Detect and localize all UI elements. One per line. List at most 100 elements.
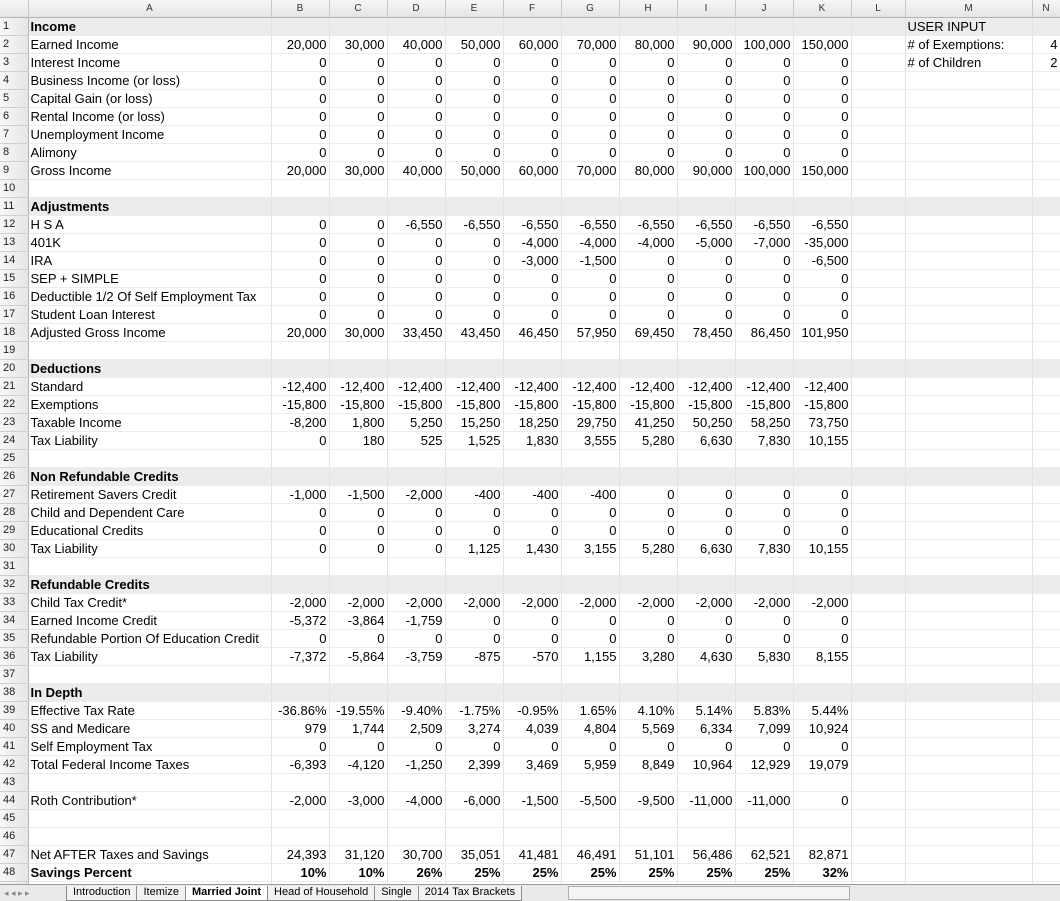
row-number[interactable]: 44 [0, 791, 29, 810]
row-number[interactable]: 21 [0, 377, 29, 396]
horizontal-scrollbar[interactable] [568, 886, 850, 900]
column-header[interactable]: J [735, 0, 794, 18]
column-header[interactable]: K [793, 0, 852, 18]
cell [793, 827, 852, 846]
sheet-tab[interactable]: Head of Household [267, 886, 376, 901]
row-number[interactable]: 36 [0, 647, 29, 666]
row-number[interactable]: 12 [0, 215, 29, 234]
sheet-row: 3 Interest Income 0 0 0 0 0 0 0 0 0 0 # of Children 2 [0, 53, 1060, 72]
column-header[interactable]: A [28, 0, 272, 18]
cell [1032, 593, 1060, 612]
row-number[interactable]: 23 [0, 413, 29, 432]
value-cell: 0 [619, 611, 678, 630]
row-number[interactable]: 2 [0, 35, 29, 54]
value-cell: -1,250 [387, 755, 446, 774]
row-number[interactable]: 34 [0, 611, 29, 630]
column-header[interactable]: G [561, 0, 620, 18]
row-number[interactable]: 43 [0, 773, 29, 792]
column-header[interactable]: B [271, 0, 330, 18]
row-number[interactable]: 24 [0, 431, 29, 450]
row-number[interactable]: 41 [0, 737, 29, 756]
row-number[interactable]: 11 [0, 197, 29, 216]
row-number[interactable]: 39 [0, 701, 29, 720]
row-number[interactable]: 32 [0, 575, 29, 594]
row-number[interactable]: 33 [0, 593, 29, 612]
row-number[interactable]: 18 [0, 323, 29, 342]
row-number[interactable]: 26 [0, 467, 29, 486]
sheet-tab[interactable]: Single [374, 886, 419, 901]
row-number[interactable]: 49 [0, 881, 29, 884]
value-cell: -12,400 [329, 377, 388, 396]
row-number[interactable]: 37 [0, 665, 29, 684]
row-number[interactable]: 27 [0, 485, 29, 504]
cell [851, 107, 906, 126]
value-cell: 0 [387, 737, 446, 756]
cell [271, 179, 330, 198]
row-number[interactable]: 4 [0, 71, 29, 90]
value-cell: 0 [677, 629, 736, 648]
column-header[interactable]: C [329, 0, 388, 18]
value-cell: 0 [561, 737, 620, 756]
value-cell: 5,250 [387, 413, 446, 432]
row-number[interactable]: 47 [0, 845, 29, 864]
value-cell: 100,000 [735, 161, 794, 180]
row-number[interactable]: 40 [0, 719, 29, 738]
user-input-value: 4 [1032, 35, 1060, 54]
column-header[interactable]: L [851, 0, 906, 18]
row-number[interactable]: 9 [0, 161, 29, 180]
row-number[interactable]: 16 [0, 287, 29, 306]
row-number[interactable]: 20 [0, 359, 29, 378]
row-number[interactable]: 3 [0, 53, 29, 72]
column-header[interactable]: F [503, 0, 562, 18]
row-number[interactable]: 13 [0, 233, 29, 252]
row-number[interactable]: 30 [0, 539, 29, 558]
row-number[interactable]: 45 [0, 809, 29, 828]
sheet-tab[interactable]: 2014 Tax Brackets [417, 886, 523, 901]
row-number[interactable]: 46 [0, 827, 29, 846]
sheet-tab[interactable]: Introduction [66, 886, 138, 901]
row-label: Capital Gain (or loss) [28, 89, 272, 108]
row-number[interactable]: 17 [0, 305, 29, 324]
row-number[interactable]: 10 [0, 179, 29, 198]
row-number[interactable]: 29 [0, 521, 29, 540]
value-cell: 31,120 [329, 845, 388, 864]
row-number[interactable]: 31 [0, 557, 29, 576]
cell [1032, 647, 1060, 666]
value-cell: 0 [619, 287, 678, 306]
sheet-tab[interactable]: Itemize [136, 886, 186, 901]
row-number[interactable]: 28 [0, 503, 29, 522]
row-number[interactable]: 38 [0, 683, 29, 702]
row-number[interactable]: 7 [0, 125, 29, 144]
column-header[interactable]: N [1032, 0, 1060, 18]
value-cell: 1,800 [329, 413, 388, 432]
row-number[interactable]: 14 [0, 251, 29, 270]
row-number[interactable]: 35 [0, 629, 29, 648]
cell [793, 17, 852, 36]
row-label: 401K [28, 233, 272, 252]
column-header[interactable]: I [677, 0, 736, 18]
row-number[interactable]: 15 [0, 269, 29, 288]
cell [677, 557, 736, 576]
sheet-row: 20 Deductions [0, 359, 1060, 378]
value-cell: 0 [445, 251, 504, 270]
sheet-tab[interactable]: Married Joint [184, 886, 269, 901]
column-header[interactable]: D [387, 0, 446, 18]
row-label: In Depth [28, 683, 272, 702]
row-number[interactable]: 8 [0, 143, 29, 162]
row-number[interactable]: 22 [0, 395, 29, 414]
row-number[interactable]: 1 [0, 17, 29, 36]
column-header[interactable]: M [905, 0, 1033, 18]
row-number[interactable]: 42 [0, 755, 29, 774]
tab-nav[interactable]: ◂ ◂ ▸ ▸ [4, 887, 30, 898]
column-header[interactable]: E [445, 0, 504, 18]
row-number[interactable]: 19 [0, 341, 29, 360]
row-number[interactable]: 6 [0, 107, 29, 126]
row-number[interactable]: 25 [0, 449, 29, 468]
cell [445, 809, 504, 828]
row-number[interactable]: 5 [0, 89, 29, 108]
row-number[interactable]: 48 [0, 863, 29, 882]
cell [905, 557, 1033, 576]
column-header[interactable]: H [619, 0, 678, 18]
cell [1032, 449, 1060, 468]
